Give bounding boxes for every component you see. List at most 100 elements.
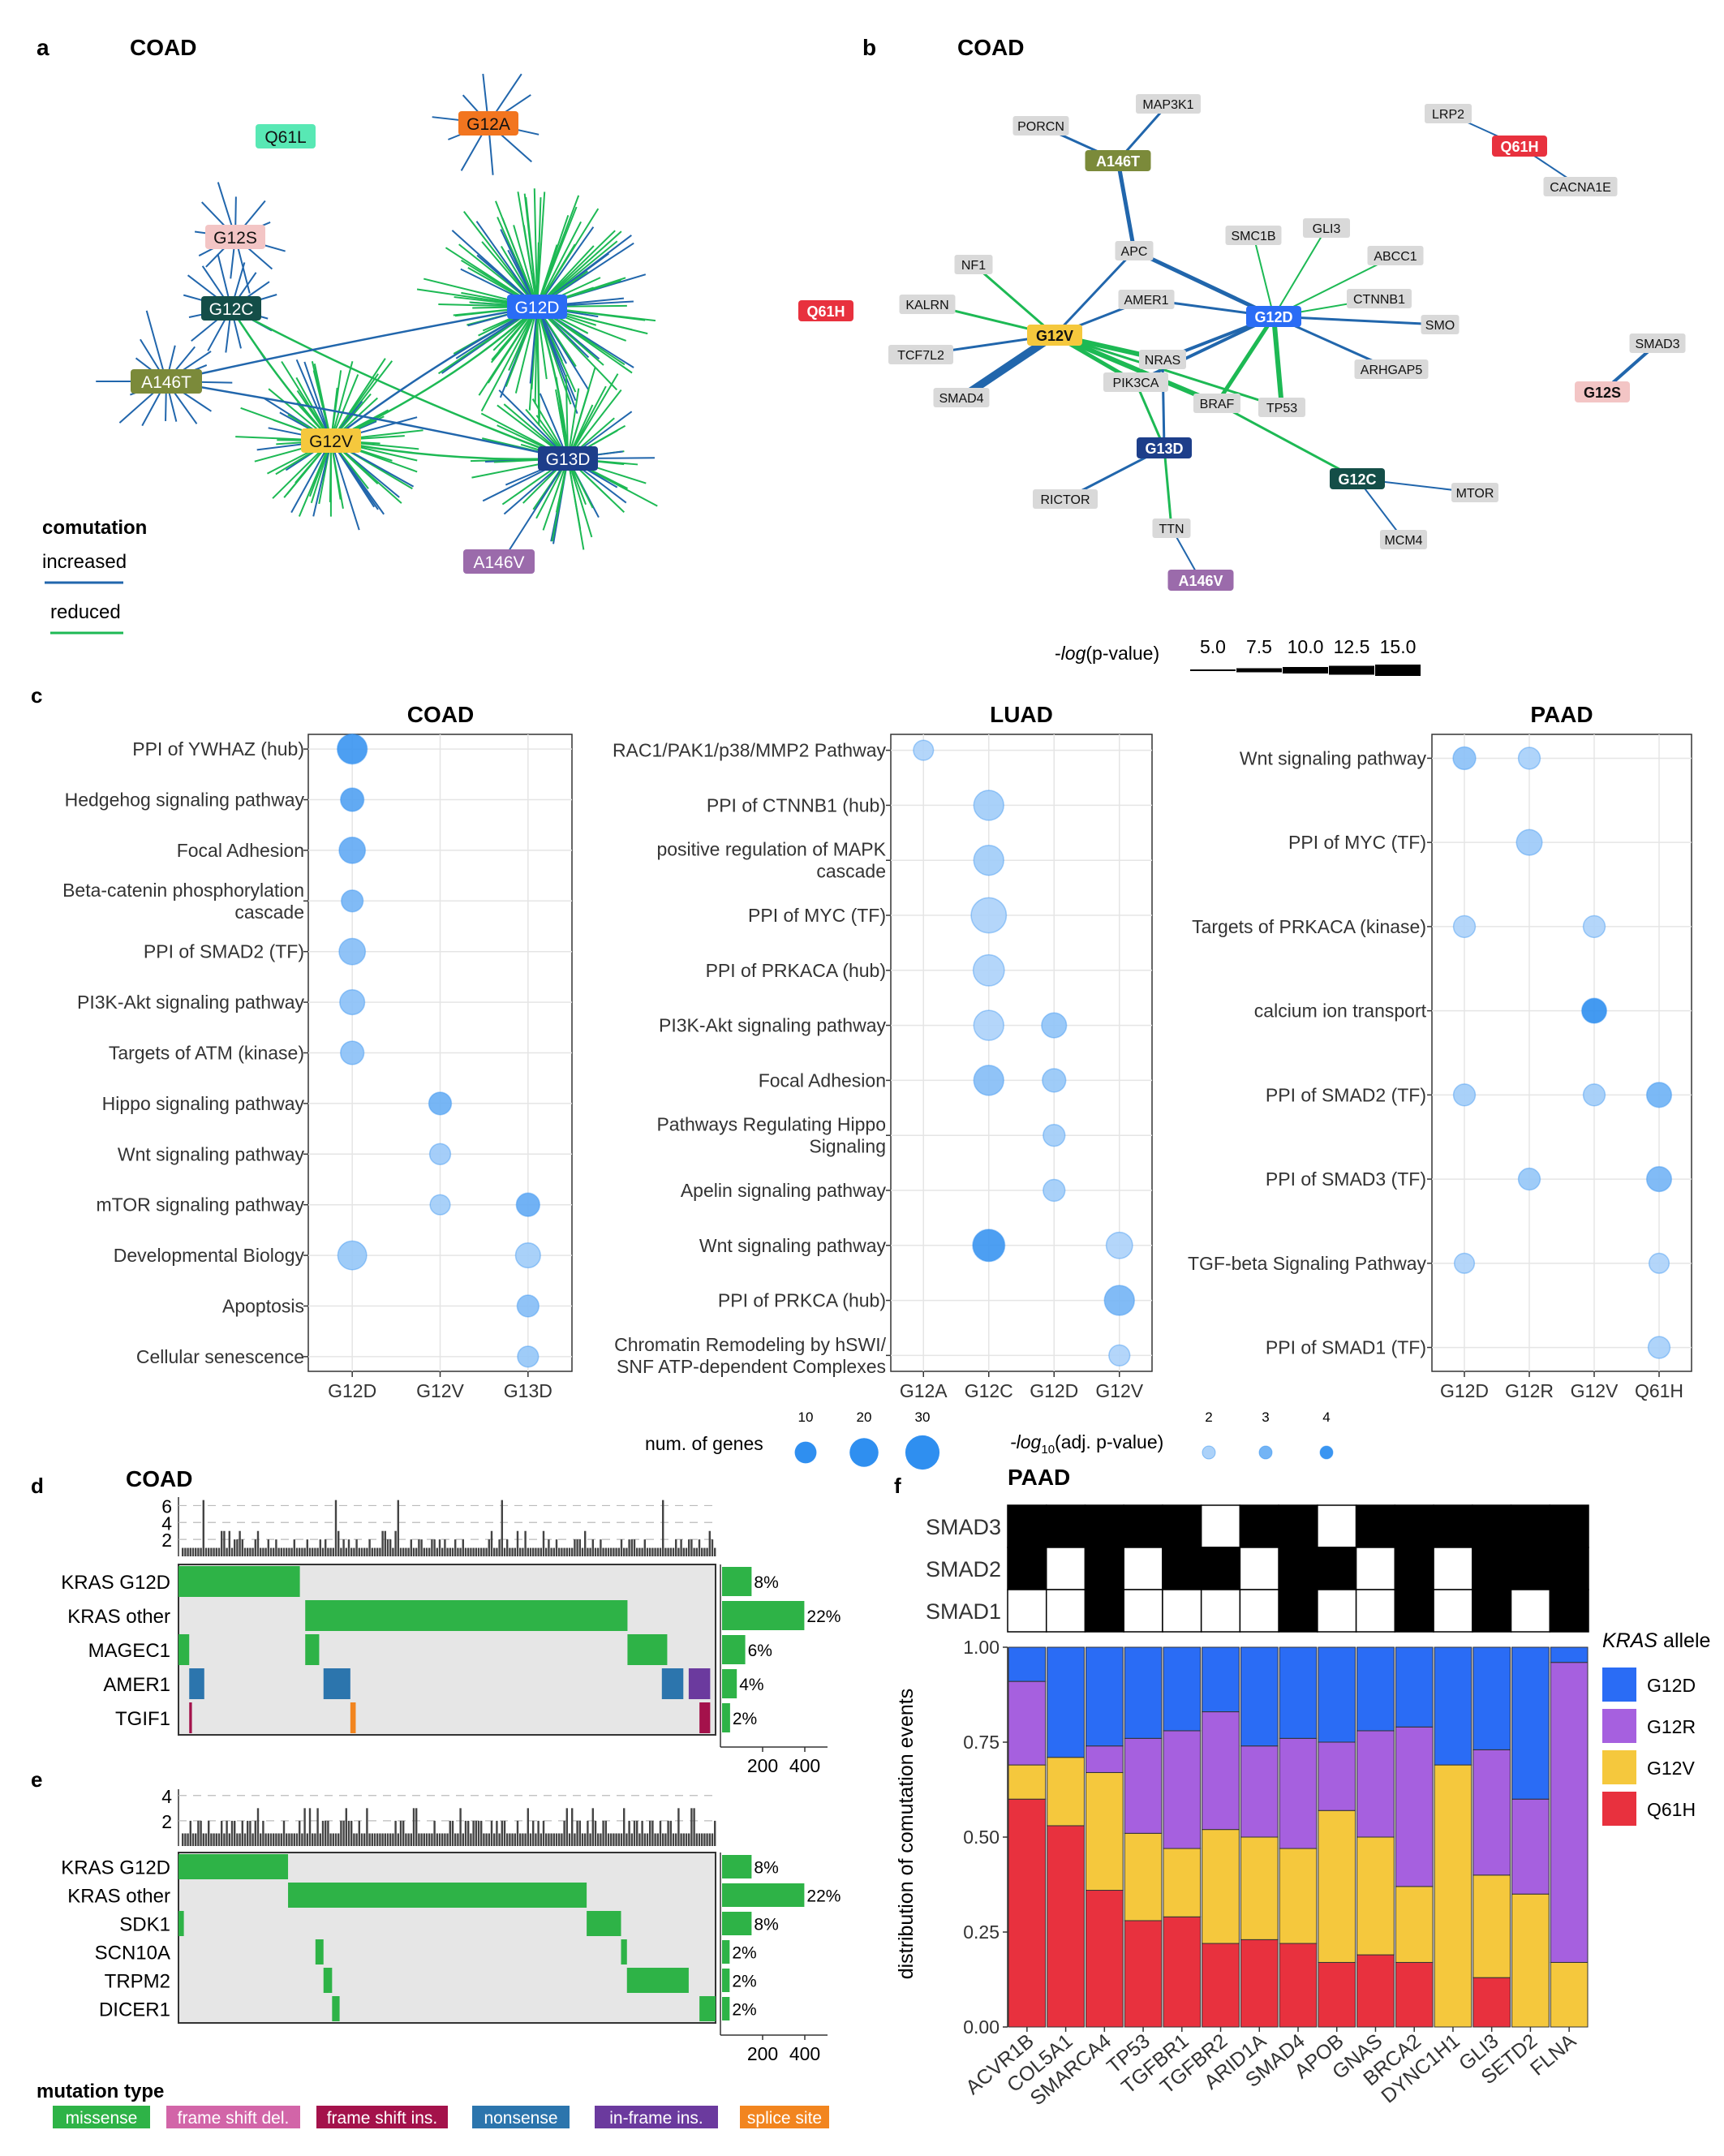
side-bar <box>722 1912 752 1935</box>
edge-G12D <box>536 226 595 308</box>
gene-label-BRAF: BRAF <box>1200 398 1235 411</box>
top-bar <box>514 1547 516 1556</box>
oncoprint-cell <box>189 1702 192 1733</box>
top-bar <box>532 1547 535 1556</box>
bar-segment-G12V <box>1395 1886 1434 1963</box>
panel-a-nodes: Q61L G12A G12S G12C G12D A146T G12V G13D A146V <box>131 111 598 574</box>
smad-cell <box>1510 1504 1551 1548</box>
side-bar-pct: 2% <box>732 1973 756 1991</box>
top-bar <box>662 1500 664 1556</box>
panel-letter: d <box>31 1474 44 1498</box>
top-bar <box>407 1833 410 1846</box>
top-bar <box>353 1547 355 1556</box>
smad-cell <box>1200 1547 1241 1590</box>
top-bar <box>204 1547 208 1556</box>
smad-cell <box>1123 1504 1163 1548</box>
top-bar <box>656 1833 659 1846</box>
x-tick-label: G12C <box>965 1380 1013 1401</box>
top-bar <box>701 1833 703 1846</box>
gene-label-MCM4: MCM4 <box>1384 534 1422 548</box>
top-bar <box>376 1833 379 1846</box>
bar-segment-G12D <box>1318 1646 1356 1743</box>
top-bar <box>314 1833 316 1846</box>
panel-a: a COAD Q61L G12A G12S G12C G12D A146T G12V G13D… <box>37 35 658 635</box>
side-tick-label: 400 <box>789 1755 820 1776</box>
oncoprint-gene-label: TGIF1 <box>115 1708 170 1730</box>
top-bar <box>363 1833 366 1846</box>
gene-label-PIK3CA: PIK3CA <box>1113 377 1159 390</box>
dotplot-PAAD: PAAD G12D G12R G12V Q61H Wnt signaling pathwa… <box>1188 702 1692 1401</box>
y-tick-label: 0.50 <box>963 1827 1000 1848</box>
top-bar <box>187 1547 189 1556</box>
top-bar <box>290 1833 293 1846</box>
panel-c-plots: COAD G12D G12V G13D PPI of YWHAZ (hub) Hedgeh… <box>62 702 1692 1401</box>
smad-cell <box>1084 1547 1124 1590</box>
smad-cell <box>1084 1504 1124 1548</box>
side-bar-pct: 2% <box>733 1710 757 1728</box>
top-bar <box>675 1833 677 1846</box>
dotplot-title: LUAD <box>990 702 1053 727</box>
top-bar <box>527 1808 529 1846</box>
smad-cell <box>1549 1504 1589 1548</box>
top-bar <box>418 1539 420 1556</box>
dot <box>972 953 1005 987</box>
top-bar <box>438 1539 441 1556</box>
top-bar <box>267 1539 269 1556</box>
bar-segment-G12V <box>1124 1832 1163 1921</box>
top-bar <box>654 1833 656 1846</box>
top-bar <box>329 1833 332 1846</box>
oncoprint-gene-label: MAGEC1 <box>88 1640 170 1662</box>
top-bar <box>347 1820 350 1846</box>
y-tick-label: Focal Adhesion <box>177 840 304 861</box>
gene-node-NRAS <box>1139 350 1186 369</box>
top-bar <box>568 1547 571 1556</box>
side-bar <box>722 1567 752 1596</box>
bar-legend-title: KRAS allele <box>1602 1629 1710 1652</box>
top-bar <box>355 1539 358 1556</box>
edge-G12V <box>295 359 332 441</box>
gene-label-NRAS: NRAS <box>1145 354 1180 368</box>
bar-segment-Q61H <box>1472 1977 1511 2028</box>
top-bar <box>519 1547 522 1556</box>
edge-G12C-G13D <box>230 307 569 460</box>
top-bar <box>428 1547 431 1556</box>
smad-cell <box>1433 1547 1473 1590</box>
smad-row-label: SMAD3 <box>926 1515 1001 1539</box>
gene-node-ARHGAP5 <box>1354 359 1429 379</box>
top-bar <box>256 1530 260 1556</box>
gene-label-GLI3: GLI3 <box>1313 222 1341 236</box>
dot <box>973 1009 1004 1041</box>
allele-node-G12V <box>1027 325 1082 346</box>
smad-cell <box>1317 1589 1357 1633</box>
top-bar <box>485 1833 488 1846</box>
smad-cell <box>1355 1504 1396 1548</box>
gene-node-BRAF <box>1193 394 1240 413</box>
top-bar <box>425 1547 428 1556</box>
top-bar <box>334 1833 337 1846</box>
y-tick-label: Targets of PRKACA (kinase) <box>1192 916 1426 937</box>
edge-G12D <box>478 306 538 396</box>
gene-node-ABCC1 <box>1367 246 1424 265</box>
top-bar <box>503 1547 506 1556</box>
oncoprint-gene-label: KRAS other <box>67 1886 170 1908</box>
top-bar <box>524 1530 527 1556</box>
top-bar <box>423 1547 425 1556</box>
panel-letter: e <box>31 1767 42 1792</box>
gene-label-SMAD3: SMAD3 <box>1635 338 1679 351</box>
allele-label-A146V: A146V <box>1178 573 1223 589</box>
top-tick-label: 4 <box>161 1786 172 1807</box>
edge-A146T-G13D <box>166 380 569 460</box>
top-bar <box>334 1500 337 1556</box>
top-bar <box>706 1547 708 1556</box>
top-bar <box>368 1833 371 1846</box>
smad-cell <box>1472 1547 1512 1590</box>
mutation-legend-label: in-frame ins. <box>609 2109 703 2128</box>
edge-G12C-G12V <box>230 308 332 441</box>
top-bar <box>340 1547 342 1556</box>
top-bar <box>617 1547 620 1556</box>
bar-segment-G12D <box>1472 1646 1511 1750</box>
top-bar <box>568 1833 571 1846</box>
dotplot-LUAD: LUAD G12A G12C G12D G12V RAC1/PAK1/p38/MMP2 P… <box>613 702 1153 1401</box>
size-legend-value: 10 <box>798 1409 814 1425</box>
top-bar <box>418 1833 420 1846</box>
